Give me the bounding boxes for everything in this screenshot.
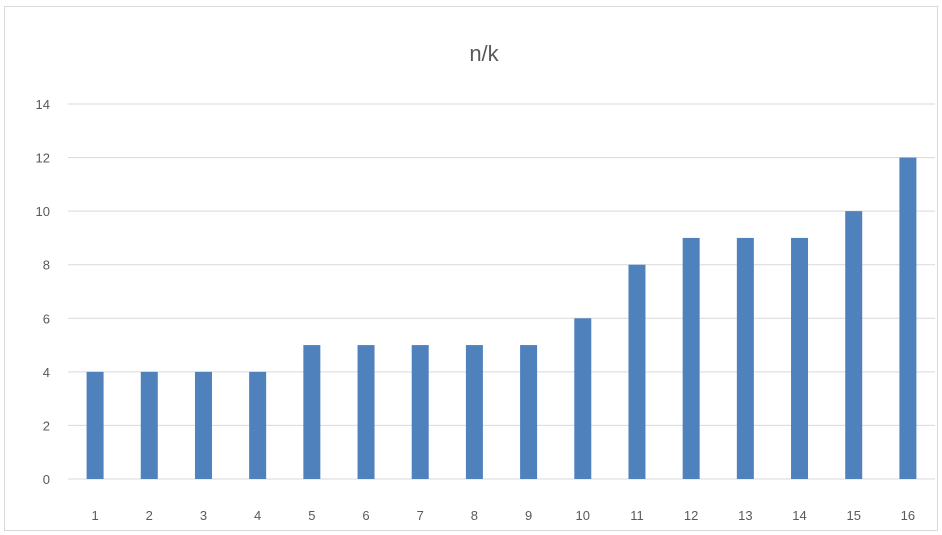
y-tick-label: 12: [36, 151, 50, 166]
y-tick-label: 2: [43, 418, 50, 433]
y-axis-ticks: 0 2 4 6 8 10 12 14: [36, 97, 50, 487]
x-tick-label: 13: [738, 508, 752, 523]
bars: [86, 157, 917, 480]
bar: [86, 371, 104, 479]
y-tick-label: 14: [36, 97, 50, 112]
bar: [140, 371, 158, 479]
x-tick-label: 15: [846, 508, 860, 523]
x-tick-label: 5: [308, 508, 315, 523]
x-tick-label: 8: [471, 508, 478, 523]
bar: [465, 345, 483, 479]
x-axis-ticks: 1 2 3 4 5 6 7 8 9 10 11 12 13 14 15 16: [91, 508, 915, 523]
x-tick-label: 7: [417, 508, 424, 523]
x-tick-label: 6: [362, 508, 369, 523]
bar: [628, 264, 646, 479]
x-tick-label: 9: [525, 508, 532, 523]
bar: [520, 345, 538, 479]
bar: [249, 371, 267, 479]
x-tick-label: 4: [254, 508, 261, 523]
chart-title: n/k: [469, 41, 499, 66]
x-tick-label: 1: [91, 508, 98, 523]
y-tick-label: 10: [36, 204, 50, 219]
x-tick-label: 2: [146, 508, 153, 523]
bar: [574, 318, 592, 479]
x-tick-label: 11: [630, 508, 644, 523]
x-tick-label: 14: [792, 508, 806, 523]
bar: [357, 345, 375, 479]
bar: [303, 345, 321, 479]
bar: [899, 157, 917, 480]
gridlines: [68, 103, 935, 480]
x-tick-label: 12: [684, 508, 698, 523]
x-tick-label: 16: [901, 508, 915, 523]
bar: [845, 211, 863, 479]
y-tick-label: 0: [43, 472, 50, 487]
x-tick-label: 10: [576, 508, 590, 523]
y-tick-label: 8: [43, 258, 50, 273]
bar: [791, 237, 809, 479]
bar: [411, 345, 429, 479]
y-tick-label: 6: [43, 311, 50, 326]
bar: [736, 237, 754, 479]
x-tick-label: 3: [200, 508, 207, 523]
bar: [194, 371, 212, 479]
y-tick-label: 4: [43, 365, 50, 380]
bar: [682, 237, 700, 479]
